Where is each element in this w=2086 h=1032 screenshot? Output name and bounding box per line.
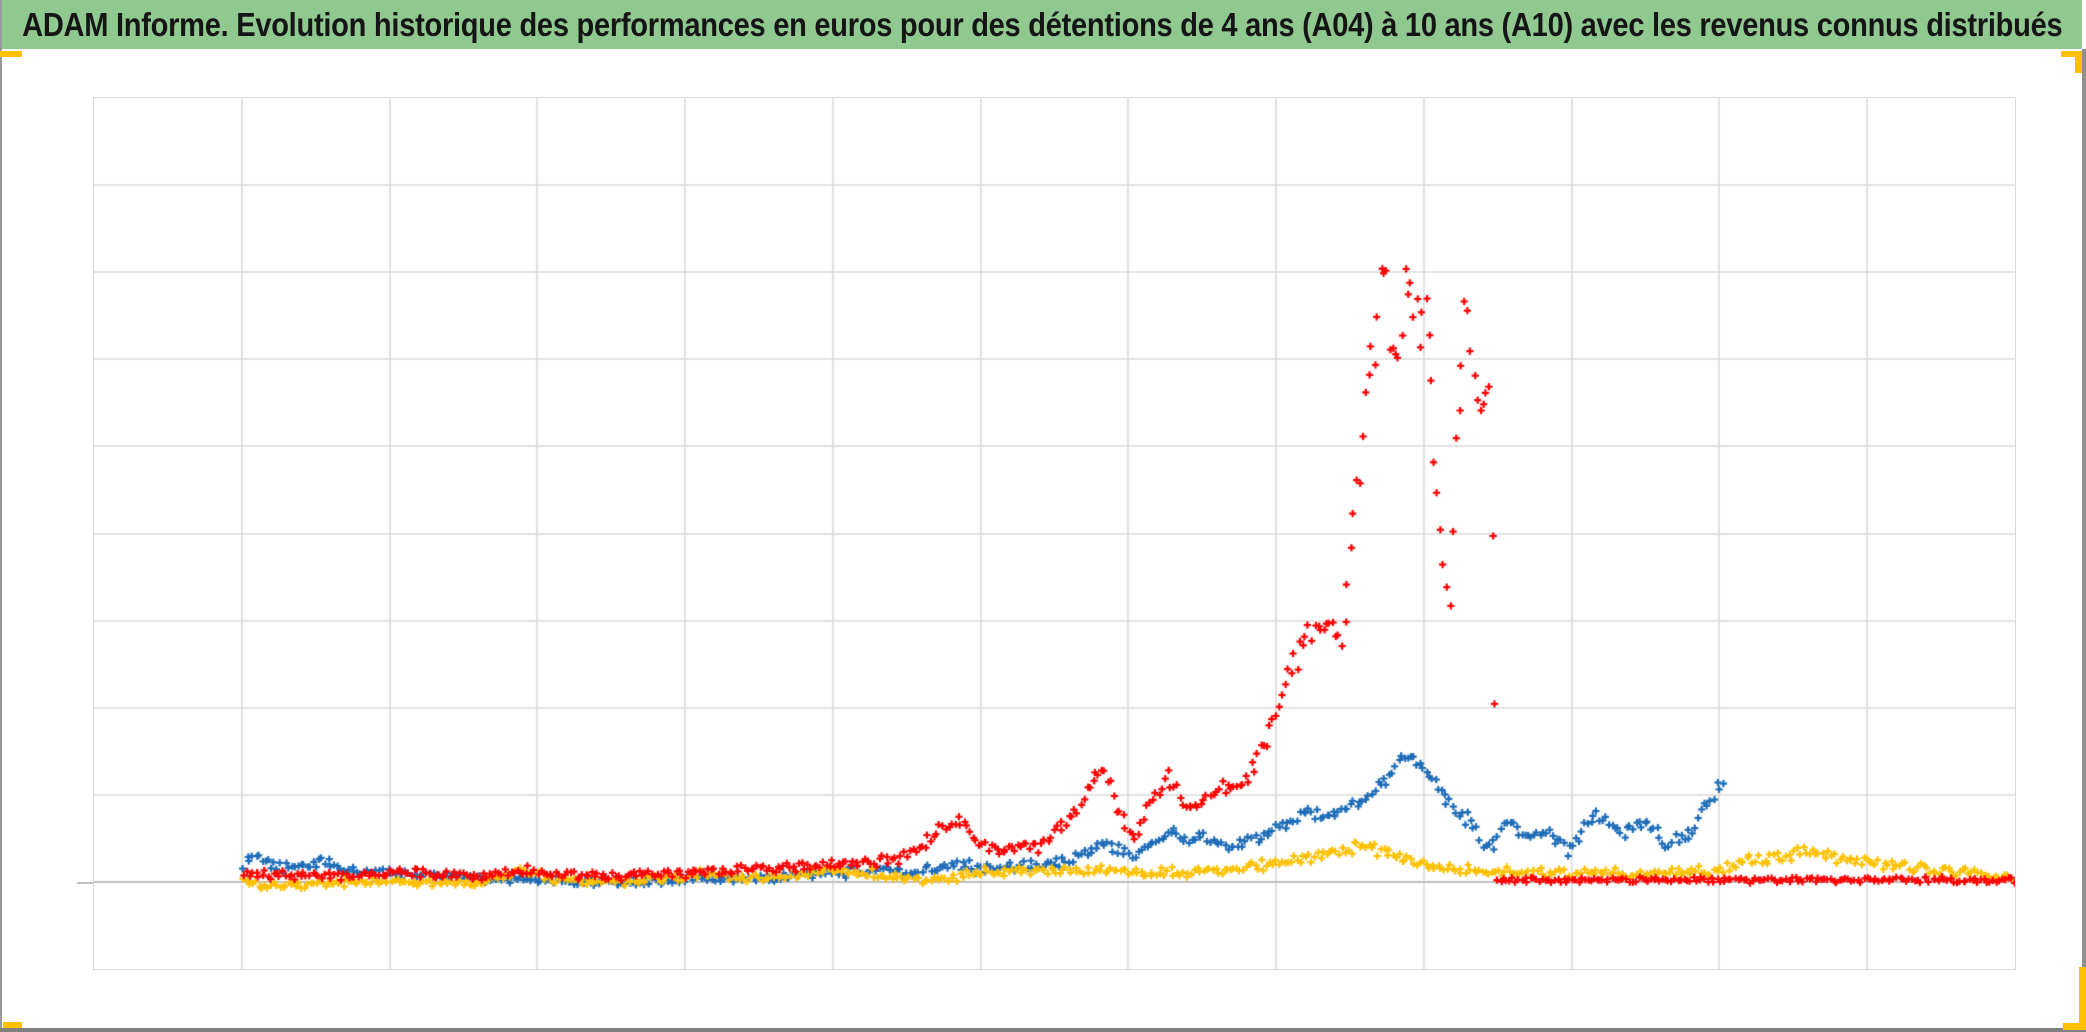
selection-handle-bottom-left[interactable] — [3, 1022, 22, 1028]
chart-title-bar: ADAM Informe. Evolution historique des p… — [2, 0, 2082, 49]
selection-handle-bottom-right-v[interactable] — [2079, 967, 2086, 1030]
window-edge-bottom — [0, 1028, 2086, 1032]
selection-handle-top-left[interactable] — [0, 51, 22, 57]
window-edge-right — [2082, 49, 2086, 1032]
chart-title: ADAM Informe. Evolution historique des p… — [21, 5, 2063, 43]
selection-handle-top-right-v[interactable] — [2075, 51, 2082, 73]
window-edge-left — [0, 0, 2, 1032]
selection-handle-top-right[interactable] — [2061, 51, 2082, 57]
chart-plot-area[interactable] — [93, 97, 2016, 970]
scatter-canvas — [94, 98, 2015, 969]
selection-handle-bottom-right[interactable] — [2063, 1023, 2086, 1030]
y-axis-tick — [77, 882, 93, 884]
